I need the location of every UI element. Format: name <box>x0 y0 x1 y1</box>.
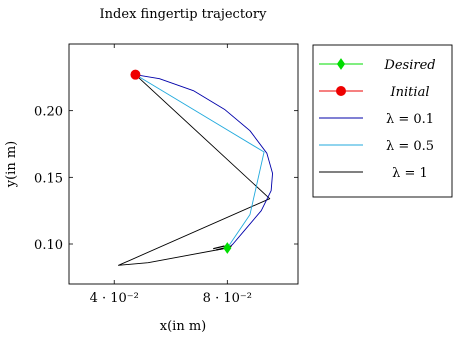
series-layer <box>118 69 274 266</box>
legend-label-lambda-0-1: λ = 0.1 <box>386 112 434 127</box>
chart-title: Index fingertip trajectory <box>100 7 268 22</box>
x-tick-label-1: 8 · 10⁻² <box>203 291 252 306</box>
legend-label-lambda-0-5: λ = 0.5 <box>386 139 434 154</box>
desired-marker <box>223 242 232 254</box>
series-line-lambda-0-1 <box>135 74 274 249</box>
series-line-lambda-1 <box>118 74 271 266</box>
y-tick-label-0: 0.10 <box>34 238 63 253</box>
legend: Desired Initial λ = 0.1 λ = 0.5 λ = 1 <box>312 44 453 198</box>
y-axis-label: y(in m) <box>4 141 19 188</box>
legend-label-initial: Initial <box>390 85 430 100</box>
initial-marker <box>130 69 141 80</box>
x-axis-label: x(in m) <box>160 319 206 334</box>
legend-label-desired: Desired <box>383 58 435 73</box>
legend-marker-initial <box>336 86 346 96</box>
x-tick-label-0: 4 · 10⁻² <box>90 291 139 306</box>
tick-layer: 4 · 10⁻² 8 · 10⁻² 0.10 0.15 0.20 <box>34 44 298 306</box>
y-tick-label-1: 0.15 <box>34 171 63 186</box>
target-jitter-0 <box>213 245 225 250</box>
legend-marker-desired <box>336 58 346 70</box>
series-line-lambda-0-5 <box>135 74 265 249</box>
legend-label-lambda-1: λ = 1 <box>392 166 428 181</box>
plot-area <box>68 43 299 285</box>
y-tick-label-2: 0.20 <box>34 105 63 120</box>
